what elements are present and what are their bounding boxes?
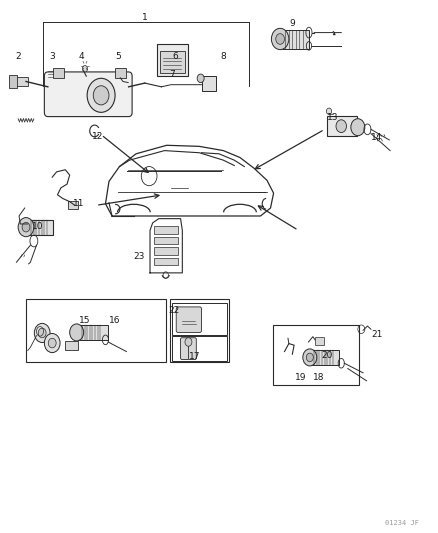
Text: 20: 20 <box>321 351 333 360</box>
Text: 14: 14 <box>371 133 382 142</box>
Text: 12: 12 <box>92 132 103 141</box>
Bar <box>327 116 357 136</box>
Bar <box>153 237 177 244</box>
Text: 1: 1 <box>142 13 148 22</box>
Bar <box>172 303 227 335</box>
Text: 16: 16 <box>110 316 121 325</box>
Bar <box>53 68 64 78</box>
Circle shape <box>70 324 84 341</box>
Circle shape <box>48 338 56 348</box>
Text: 7: 7 <box>169 70 175 78</box>
Text: 9: 9 <box>290 19 295 28</box>
Bar <box>10 75 17 88</box>
Bar <box>172 336 227 361</box>
Circle shape <box>336 120 346 133</box>
Bar <box>28 220 53 235</box>
Text: 22: 22 <box>169 305 180 314</box>
Bar <box>170 300 229 362</box>
Bar <box>311 350 339 365</box>
Bar <box>153 247 177 255</box>
Text: 3: 3 <box>49 52 55 61</box>
Bar <box>78 325 108 340</box>
Text: 13: 13 <box>327 113 338 122</box>
Text: 15: 15 <box>79 316 90 325</box>
Bar <box>160 51 184 73</box>
Text: 17: 17 <box>189 352 201 361</box>
Bar <box>26 300 166 362</box>
Text: 6: 6 <box>173 52 178 61</box>
Text: 21: 21 <box>371 330 383 339</box>
Text: 01234 JF: 01234 JF <box>385 520 419 526</box>
Circle shape <box>22 222 30 232</box>
Circle shape <box>326 108 332 115</box>
Circle shape <box>272 28 289 50</box>
Circle shape <box>18 217 34 237</box>
Text: 11: 11 <box>73 199 84 208</box>
FancyBboxPatch shape <box>44 72 132 117</box>
Circle shape <box>38 328 46 338</box>
Bar <box>153 258 177 265</box>
Bar <box>157 44 188 76</box>
Text: 10: 10 <box>32 222 43 231</box>
Bar <box>68 200 78 209</box>
Circle shape <box>197 74 204 83</box>
Text: 5: 5 <box>116 52 121 61</box>
Text: 4: 4 <box>79 52 84 61</box>
Text: 8: 8 <box>220 52 226 61</box>
FancyBboxPatch shape <box>180 338 196 360</box>
FancyBboxPatch shape <box>176 307 201 333</box>
Bar <box>115 68 126 78</box>
Circle shape <box>185 338 192 346</box>
Bar <box>273 325 359 384</box>
Bar <box>65 341 78 351</box>
Text: 19: 19 <box>295 373 307 382</box>
Bar <box>16 77 28 86</box>
Bar <box>202 76 216 91</box>
Circle shape <box>93 86 109 105</box>
Text: 2: 2 <box>15 52 21 61</box>
Circle shape <box>87 78 115 112</box>
Circle shape <box>306 353 313 362</box>
Bar <box>315 337 324 345</box>
Circle shape <box>34 324 50 343</box>
Circle shape <box>82 66 88 72</box>
Bar <box>153 226 177 233</box>
Circle shape <box>303 349 317 366</box>
Text: 23: 23 <box>134 253 145 261</box>
Circle shape <box>276 34 285 44</box>
Circle shape <box>44 334 60 353</box>
Bar <box>282 30 309 49</box>
Circle shape <box>351 119 365 136</box>
Text: 18: 18 <box>313 373 324 382</box>
